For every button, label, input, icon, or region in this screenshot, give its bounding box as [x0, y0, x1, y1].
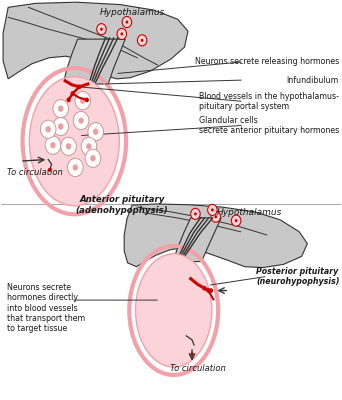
Circle shape [97, 24, 106, 35]
Polygon shape [173, 218, 221, 262]
Circle shape [86, 143, 92, 150]
Circle shape [50, 142, 56, 148]
Circle shape [117, 28, 127, 40]
Circle shape [77, 84, 81, 89]
Circle shape [194, 212, 197, 216]
Circle shape [191, 208, 200, 220]
Circle shape [208, 204, 217, 216]
Circle shape [70, 91, 75, 96]
Text: To circulation: To circulation [8, 168, 63, 178]
Circle shape [211, 208, 214, 212]
Text: Hypothalamus: Hypothalamus [99, 8, 165, 17]
Circle shape [80, 98, 86, 104]
Ellipse shape [29, 77, 119, 206]
Circle shape [202, 286, 206, 290]
Circle shape [88, 122, 104, 141]
Polygon shape [124, 204, 307, 268]
Circle shape [85, 149, 101, 168]
Text: Infundibulum: Infundibulum [287, 76, 339, 84]
Circle shape [122, 16, 132, 28]
Circle shape [73, 112, 89, 130]
Circle shape [93, 128, 98, 135]
Text: Blood vessels in the hypothalamus-
pituitary portal system: Blood vessels in the hypothalamus- pitui… [199, 92, 339, 111]
Text: Glandular cells
secrete anterior pituitary hormones: Glandular cells secrete anterior pituita… [199, 116, 339, 135]
Circle shape [190, 352, 194, 356]
Text: Neurons secrete releasing hormones: Neurons secrete releasing hormones [195, 57, 339, 66]
Circle shape [40, 120, 56, 138]
Circle shape [53, 100, 68, 118]
Circle shape [58, 106, 64, 112]
Circle shape [73, 164, 78, 171]
Circle shape [141, 39, 144, 42]
Circle shape [81, 137, 97, 156]
Circle shape [209, 288, 213, 293]
Circle shape [45, 126, 51, 132]
Polygon shape [3, 2, 188, 79]
Circle shape [232, 215, 241, 226]
Circle shape [61, 137, 76, 156]
Circle shape [137, 35, 147, 46]
Circle shape [75, 92, 91, 110]
Circle shape [120, 32, 123, 36]
Circle shape [85, 98, 89, 102]
Circle shape [90, 155, 96, 162]
Circle shape [66, 143, 71, 150]
Circle shape [211, 211, 221, 222]
Circle shape [67, 98, 70, 102]
Text: Posterior pituitary
(neurohypophysis): Posterior pituitary (neurohypophysis) [256, 266, 340, 286]
Circle shape [78, 117, 84, 124]
Circle shape [45, 136, 61, 154]
Circle shape [214, 215, 217, 218]
Circle shape [100, 28, 103, 31]
Circle shape [235, 219, 237, 222]
Text: Neurons secrete
hormones directly
into blood vessels
that transport them
to targ: Neurons secrete hormones directly into b… [8, 283, 86, 333]
Text: Anterior pituitary
(adenohypophysis): Anterior pituitary (adenohypophysis) [76, 195, 168, 215]
Circle shape [58, 123, 64, 130]
Circle shape [53, 117, 68, 136]
Circle shape [67, 158, 83, 176]
Polygon shape [63, 39, 125, 84]
Circle shape [48, 168, 52, 172]
Ellipse shape [135, 254, 212, 367]
Circle shape [126, 20, 128, 24]
Text: To circulation: To circulation [170, 364, 225, 373]
Text: Hypothalamus: Hypothalamus [216, 208, 282, 217]
